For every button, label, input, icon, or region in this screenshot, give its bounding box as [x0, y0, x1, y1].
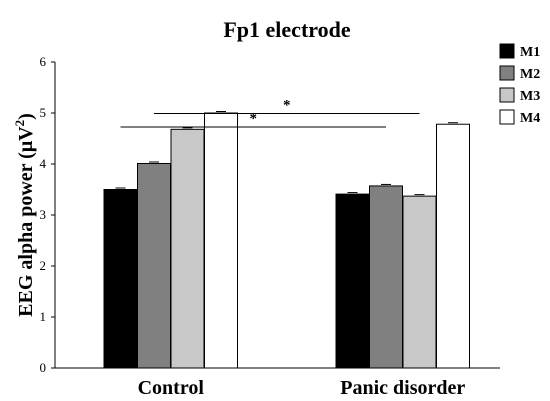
- y-tick-label: 1: [40, 309, 47, 324]
- y-tick-label: 2: [40, 258, 47, 273]
- legend-swatch-m1: [499, 43, 515, 59]
- legend: M1 M2 M3 M4: [499, 43, 540, 126]
- legend-label-m4: M4: [520, 111, 540, 126]
- bars-layer: [103, 111, 470, 369]
- y-axis-label-main: EEG alpha power (μV: [15, 126, 37, 317]
- y-tick-label: 0: [40, 360, 47, 375]
- chart-title: Fp1 electrode: [223, 17, 351, 42]
- legend-swatch-m4: [499, 109, 515, 125]
- axes-layer: 0 1 2 3 4 5 6 Control Panic disorder: [40, 54, 500, 399]
- x-category-label: Panic disorder: [340, 377, 465, 399]
- significance-star: *: [250, 111, 258, 127]
- y-axis-label: EEG alpha power (μV2): [12, 113, 37, 317]
- y-tick-label: 3: [40, 207, 47, 222]
- legend-label-m2: M2: [520, 67, 540, 82]
- y-tick-label: 5: [40, 105, 47, 120]
- y-tick-label: 6: [40, 54, 47, 69]
- significance-layer: **: [120, 98, 420, 128]
- y-axis-label-close: ): [15, 113, 37, 120]
- x-category-label: Control: [138, 377, 205, 399]
- bar-m3-panic-disorder: [402, 195, 437, 369]
- bar-m2-control: [137, 162, 171, 369]
- y-tick-label: 4: [40, 156, 47, 171]
- significance-star: *: [283, 98, 291, 114]
- legend-label-m3: M3: [520, 89, 540, 104]
- bar-m1-control: [103, 189, 138, 369]
- y-axis-label-superscript: 2: [12, 120, 27, 127]
- legend-swatch-m3: [499, 87, 515, 103]
- bar-m1-panic-disorder: [335, 193, 370, 369]
- bar-m4-panic-disorder: [436, 123, 470, 369]
- bar-m4-control: [204, 112, 238, 369]
- bar-m3-control: [170, 128, 205, 369]
- bar-m2-panic-disorder: [369, 185, 403, 369]
- legend-label-m1: M1: [520, 45, 540, 60]
- legend-swatch-m2: [499, 65, 515, 81]
